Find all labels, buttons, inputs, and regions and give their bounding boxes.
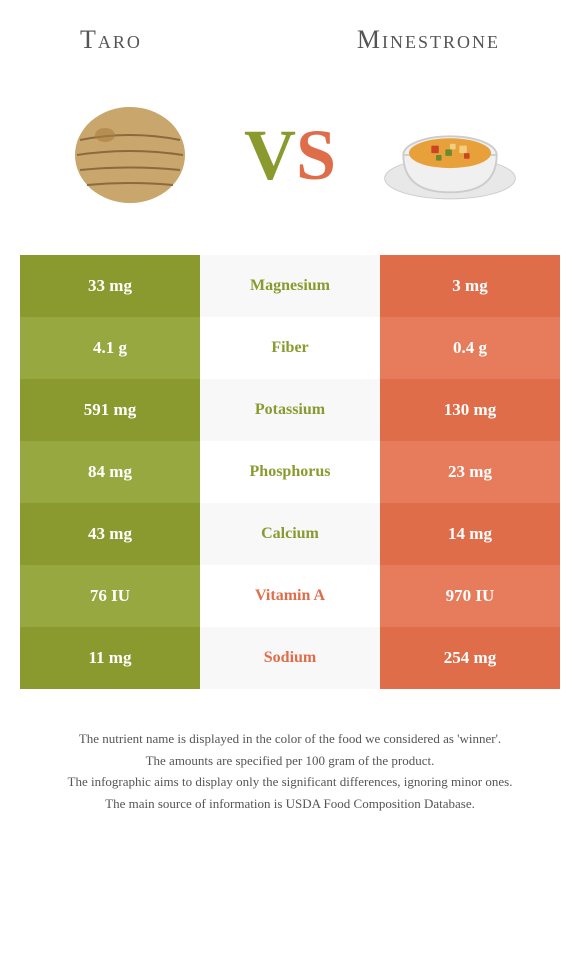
- images-row: VS: [0, 75, 580, 255]
- nutrient-label: Magnesium: [200, 255, 380, 317]
- footnote-line: The nutrient name is displayed in the co…: [20, 729, 560, 749]
- vs-label: VS: [244, 114, 336, 197]
- footnote: The nutrient name is displayed in the co…: [20, 729, 560, 813]
- vs-v: V: [244, 115, 296, 195]
- value-left: 43 mg: [20, 503, 200, 565]
- value-left: 11 mg: [20, 627, 200, 689]
- value-left: 4.1 g: [20, 317, 200, 379]
- value-right: 254 mg: [380, 627, 560, 689]
- table-row: 33 mg Magnesium 3 mg: [20, 255, 560, 317]
- header: Taro Minestrone: [0, 0, 580, 75]
- footnote-line: The infographic aims to display only the…: [20, 772, 560, 792]
- value-left: 84 mg: [20, 441, 200, 503]
- nutrient-label: Fiber: [200, 317, 380, 379]
- taro-image: [60, 85, 200, 225]
- nutrient-label: Potassium: [200, 379, 380, 441]
- nutrient-label: Sodium: [200, 627, 380, 689]
- value-right: 0.4 g: [380, 317, 560, 379]
- table-row: 591 mg Potassium 130 mg: [20, 379, 560, 441]
- table-row: 84 mg Phosphorus 23 mg: [20, 441, 560, 503]
- value-left: 591 mg: [20, 379, 200, 441]
- vs-s: S: [296, 115, 336, 195]
- table-row: 76 IU Vitamin A 970 IU: [20, 565, 560, 627]
- nutrient-label: Vitamin A: [200, 565, 380, 627]
- value-left: 76 IU: [20, 565, 200, 627]
- footnote-line: The main source of information is USDA F…: [20, 794, 560, 814]
- minestrone-image: [380, 85, 520, 225]
- title-right: Minestrone: [357, 25, 500, 55]
- nutrient-label: Calcium: [200, 503, 380, 565]
- value-right: 3 mg: [380, 255, 560, 317]
- table-row: 11 mg Sodium 254 mg: [20, 627, 560, 689]
- value-right: 130 mg: [380, 379, 560, 441]
- value-left: 33 mg: [20, 255, 200, 317]
- title-left: Taro: [80, 25, 142, 55]
- taro-icon: [65, 95, 195, 215]
- nutrient-label: Phosphorus: [200, 441, 380, 503]
- value-right: 970 IU: [380, 565, 560, 627]
- value-right: 23 mg: [380, 441, 560, 503]
- footnote-line: The amounts are specified per 100 gram o…: [20, 751, 560, 771]
- nutrient-table: 33 mg Magnesium 3 mg 4.1 g Fiber 0.4 g 5…: [20, 255, 560, 689]
- value-right: 14 mg: [380, 503, 560, 565]
- table-row: 43 mg Calcium 14 mg: [20, 503, 560, 565]
- soup-icon: [380, 95, 520, 215]
- table-row: 4.1 g Fiber 0.4 g: [20, 317, 560, 379]
